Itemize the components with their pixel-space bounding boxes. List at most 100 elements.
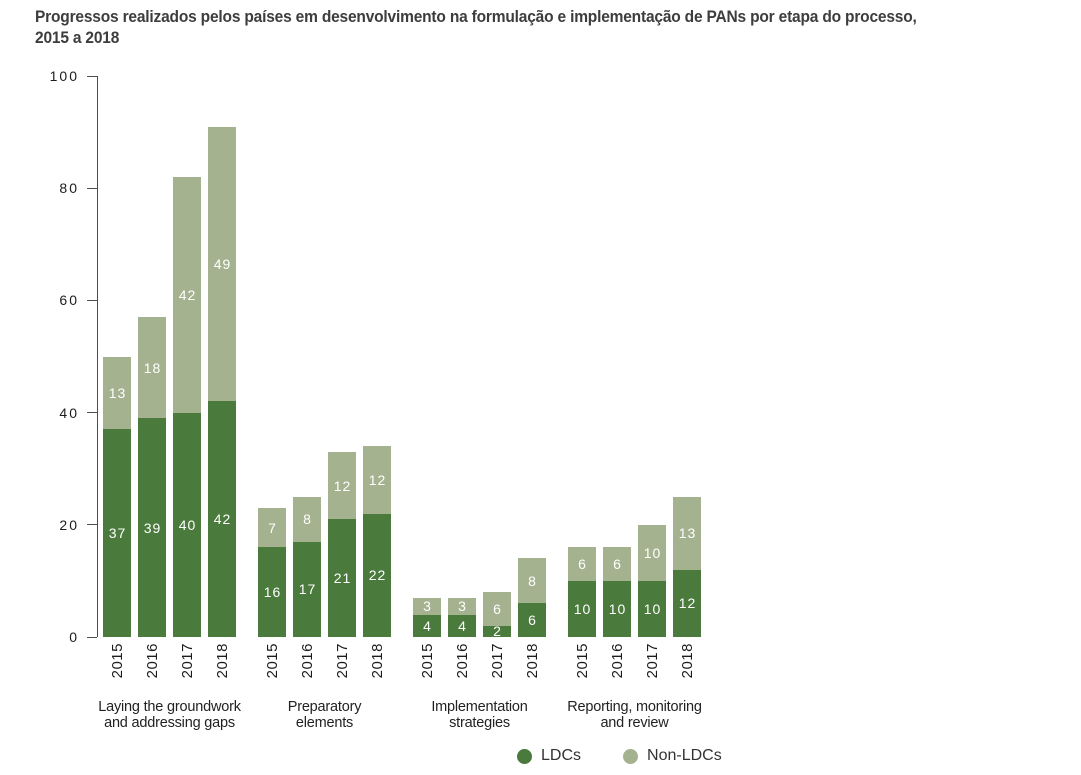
bar-segment-ldcs: 2	[483, 624, 511, 638]
year-labels-row: 2015 2016 2017 2018	[103, 643, 236, 680]
bar-value-label: 8	[303, 511, 312, 528]
year-label-cell: 2015	[258, 643, 286, 680]
bar-segment-non-ldcs: 12	[328, 451, 356, 520]
chart-title: Progressos realizados pelos países em de…	[35, 7, 917, 49]
bar-group: 7 16 8 17 12 21 12 22 2015 2016 2017 2018 Preparator…	[258, 76, 391, 731]
bar-segment-ldcs: 10	[638, 580, 666, 637]
bar-segment-ldcs: 4	[413, 614, 441, 637]
legend: LDCs Non-LDCs	[517, 747, 722, 765]
year-label: 2018	[368, 643, 386, 679]
year-label: 2016	[453, 643, 471, 679]
year-label: 2018	[523, 643, 541, 679]
year-label-cell: 2015	[103, 643, 131, 680]
stacked-bar-2016: 6 10	[603, 547, 631, 637]
year-label-cell: 2016	[293, 643, 321, 680]
bar-value-label: 22	[368, 567, 387, 584]
bar-value-label: 18	[143, 359, 162, 376]
year-label: 2015	[108, 643, 126, 679]
bar-value-label: 12	[678, 595, 697, 612]
bar-value-label: 3	[423, 598, 432, 615]
chart-title-line1: Progressos realizados pelos países em de…	[35, 8, 917, 26]
legend-swatch-non-ldcs-icon	[623, 748, 639, 764]
bar-segment-ldcs: 16	[258, 547, 286, 637]
group-label-line: Reporting, monitoring	[567, 699, 702, 715]
year-label: 2016	[608, 643, 626, 679]
bar-value-label: 6	[528, 612, 537, 629]
bar-segment-ldcs: 39	[138, 418, 166, 637]
stacked-bar-2018: 13 12	[673, 496, 701, 637]
year-label-cell: 2018	[363, 643, 391, 680]
group-bars: 13 37 18 39 42 40 49 42	[103, 76, 236, 637]
group-label-line: Laying the groundwork	[98, 699, 241, 715]
year-label-cell: 2016	[603, 643, 631, 680]
year-label: 2015	[573, 643, 591, 679]
year-label-cell: 2017	[638, 643, 666, 680]
y-tick-label: 0	[69, 629, 79, 645]
year-label: 2016	[298, 643, 316, 679]
bar-segment-non-ldcs: 18	[138, 317, 166, 419]
bar-segment-non-ldcs: 10	[638, 524, 666, 581]
bar-segment-ldcs: 22	[363, 513, 391, 637]
group-label-line: and review	[600, 714, 669, 731]
y-axis-line	[97, 76, 98, 637]
bar-value-label: 16	[263, 584, 282, 601]
bar-segment-non-ldcs: 13	[103, 356, 131, 430]
bar-value-label: 12	[333, 477, 352, 494]
year-label-cell: 2018	[518, 643, 546, 680]
year-label-cell: 2017	[328, 643, 356, 680]
y-tick-label: 40	[59, 404, 79, 421]
group-label: Implementation strategies	[413, 699, 546, 731]
bar-segment-non-ldcs: 49	[208, 126, 236, 402]
group-label: Preparatory elements	[258, 699, 391, 731]
y-axis-tick	[87, 75, 97, 77]
y-axis: 100 80 60 40 20 0	[0, 68, 98, 645]
group-bars: 7 16 8 17 12 21 12 22	[258, 76, 391, 637]
year-label: 2018	[213, 643, 231, 679]
legend-item-ldcs: LDCs	[517, 747, 581, 765]
stacked-bar-2018: 49 42	[208, 126, 236, 637]
bar-value-label: 42	[178, 286, 197, 303]
bar-value-label: 17	[298, 581, 317, 598]
bar-segment-non-ldcs: 3	[413, 597, 441, 615]
bar-group: 6 10 6 10 10 10 13 12 2015 2016 2017 2018 Reporting,…	[567, 76, 702, 731]
bar-segment-ldcs: 10	[568, 580, 596, 637]
stacked-bar-2017: 42 40	[173, 177, 201, 637]
group-label-line: Implementation	[431, 699, 528, 715]
group-label-line: and addressing gaps	[104, 714, 235, 731]
group-label: Reporting, monitoring and review	[567, 699, 702, 731]
year-label-cell: 2017	[483, 643, 511, 680]
group-bars: 6 10 6 10 10 10 13 12	[568, 76, 701, 637]
bar-value-label: 6	[578, 556, 587, 573]
stacked-bar-2018: 12 22	[363, 446, 391, 637]
year-label-cell: 2017	[173, 643, 201, 680]
bar-segment-non-ldcs: 42	[173, 177, 201, 413]
stacked-bar-2016: 8 17	[293, 496, 321, 637]
bar-value-label: 21	[333, 570, 352, 587]
year-labels-row: 2015 2016 2017 2018	[568, 643, 701, 680]
bar-value-label: 12	[368, 471, 387, 488]
stacked-bar-2017: 10 10	[638, 524, 666, 637]
bar-segment-ldcs: 6	[518, 603, 546, 637]
year-label: 2017	[333, 643, 351, 679]
bar-value-label: 40	[178, 516, 197, 533]
bar-segment-ldcs: 12	[673, 569, 701, 637]
chart-title-line2: 2015 a 2018	[35, 29, 120, 47]
bar-segment-ldcs: 37	[103, 429, 131, 637]
year-label-cell: 2015	[413, 643, 441, 680]
bar-segment-non-ldcs: 13	[673, 496, 701, 570]
y-tick-label: 20	[59, 516, 79, 533]
bar-value-label: 10	[643, 544, 662, 561]
group-label-line: elements	[295, 714, 354, 731]
legend-label-non-ldcs: Non-LDCs	[647, 747, 722, 764]
legend-label-ldcs: LDCs	[541, 747, 582, 764]
year-label-cell: 2016	[448, 643, 476, 680]
group-label-line: strategies	[449, 714, 510, 731]
year-label: 2017	[643, 643, 661, 679]
bar-value-label: 10	[608, 600, 627, 617]
stacked-bar-2015: 7 16	[258, 507, 286, 637]
bar-value-label: 10	[643, 600, 662, 617]
bar-value-label: 39	[143, 519, 162, 536]
legend-swatch-ldcs-icon	[517, 748, 532, 764]
